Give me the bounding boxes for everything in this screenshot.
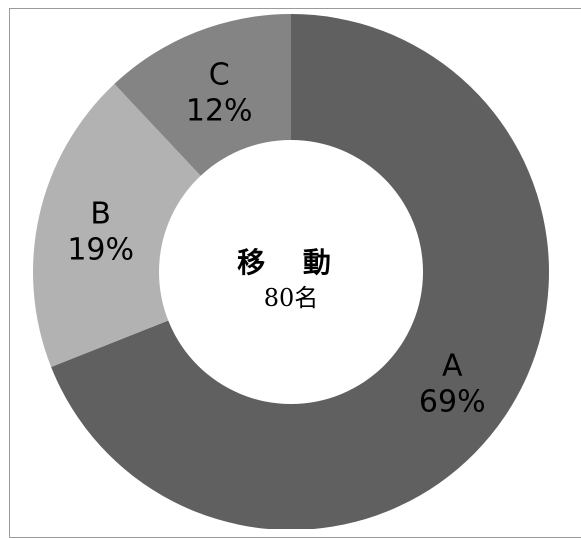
slice-label-a: A	[442, 349, 463, 384]
donut-hole	[159, 140, 423, 404]
slice-value-b: 19%	[67, 232, 134, 267]
center-title: 移 動	[237, 246, 345, 279]
slice-value-c: 12%	[186, 94, 253, 129]
slice-labels-group: A69% B19% C12%	[67, 58, 485, 420]
slice-label-c: C	[209, 58, 230, 93]
slice-value-a: 69%	[419, 385, 486, 420]
slice-label-b: B	[90, 196, 111, 231]
center-count: 80名	[264, 284, 319, 312]
